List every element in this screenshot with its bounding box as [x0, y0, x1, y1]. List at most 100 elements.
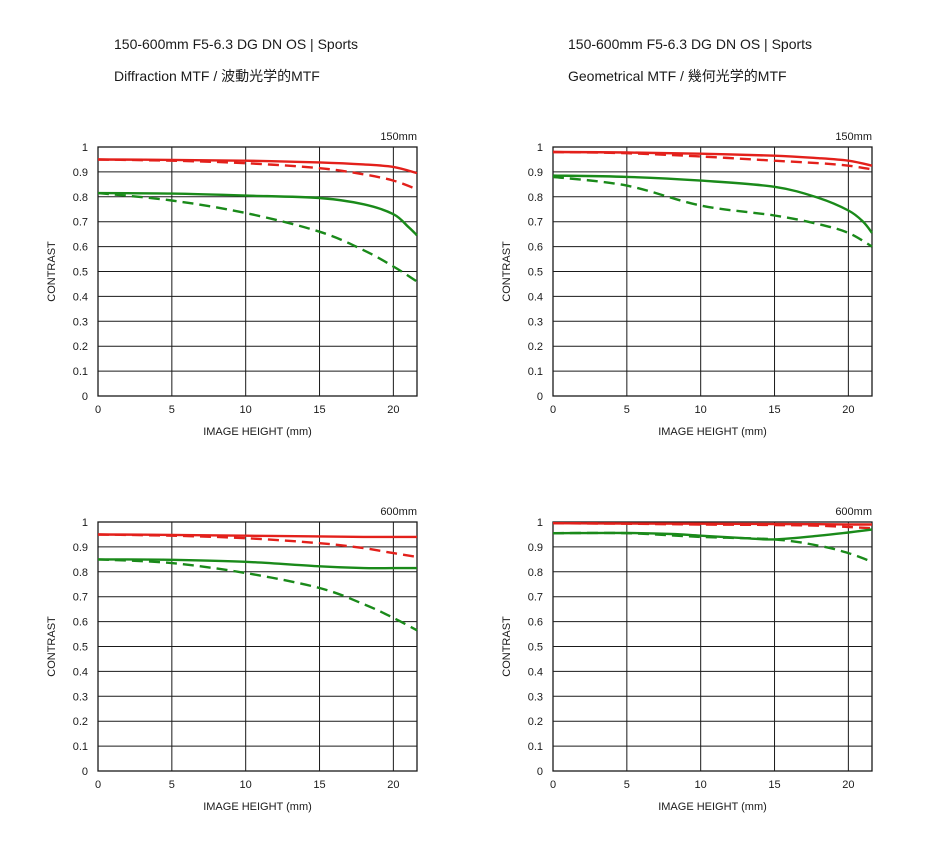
y-tick-label: 0.8: [73, 192, 88, 204]
y-tick-label: 0.5: [528, 267, 543, 279]
y-tick-label: 0.6: [73, 617, 88, 629]
y-tick-label: 0.4: [528, 291, 543, 303]
y-tick-label: 0.7: [73, 592, 88, 604]
series-line-green-solid: [97, 191, 418, 237]
y-tick-label: 0.2: [528, 341, 543, 353]
y-tick-label: 0.7: [528, 592, 543, 604]
x-tick-label: 20: [842, 404, 854, 416]
mtf-type-right: Geometrical MTF / 幾何光学的MTF: [568, 68, 787, 84]
y-tick-label: 0.8: [73, 567, 88, 579]
y-tick-label: 0.6: [528, 242, 543, 254]
x-tick-label: 0: [550, 404, 556, 416]
y-tick-label: 0: [537, 391, 543, 403]
y-tick-label: 0.9: [73, 167, 88, 179]
y-tick-label: 0.5: [528, 642, 543, 654]
y-tick-label: 0.4: [73, 291, 88, 303]
x-tick-label: 5: [169, 404, 175, 416]
y-tick-label: 0.3: [528, 316, 543, 328]
series-line-green-dashed: [552, 531, 873, 563]
focal-length-label: 600mm: [380, 506, 417, 518]
y-tick-label: 1: [82, 142, 88, 154]
focal-length-label: 150mm: [835, 131, 872, 143]
lens-title-left: 150-600mm F5-6.3 DG DN OS | Sports: [114, 36, 359, 52]
plot-frame: [552, 521, 873, 772]
x-tick-label: 0: [95, 404, 101, 416]
series-line-green-solid: [552, 174, 873, 234]
series-line-red-dashed: [97, 533, 418, 559]
x-tick-label: 0: [550, 779, 556, 791]
x-tick-label: 15: [768, 779, 780, 791]
y-tick-label: 0.1: [528, 741, 543, 753]
series-line-red-solid: [552, 150, 873, 167]
x-tick-label: 10: [240, 779, 252, 791]
header-right: 150-600mm F5-6.3 DG DN OS | Sports Geome…: [568, 35, 812, 85]
series-line-red-solid: [97, 158, 418, 175]
y-tick-label: 0.7: [73, 217, 88, 229]
series-line-green-dashed: [97, 191, 418, 283]
x-tick-label: 0: [95, 779, 101, 791]
series-line-red-dashed: [552, 150, 873, 171]
series-line-green-dashed: [97, 558, 418, 632]
x-tick-label: 20: [387, 404, 399, 416]
x-tick-label: 15: [313, 404, 325, 416]
x-tick-label: 5: [624, 779, 630, 791]
y-tick-label: 0.4: [73, 666, 88, 678]
y-tick-label: 1: [537, 142, 543, 154]
y-tick-label: 0.1: [73, 366, 88, 378]
y-tick-label: 1: [537, 517, 543, 529]
lens-title-right: 150-600mm F5-6.3 DG DN OS | Sports: [568, 36, 813, 52]
x-tick-label: 10: [695, 779, 707, 791]
x-tick-label: 20: [842, 779, 854, 791]
x-axis-label: IMAGE HEIGHT (mm): [658, 801, 767, 813]
y-tick-label: 0.2: [73, 341, 88, 353]
plot-frame: [97, 521, 418, 772]
x-axis-label: IMAGE HEIGHT (mm): [203, 426, 312, 438]
x-axis-label: IMAGE HEIGHT (mm): [658, 426, 767, 438]
y-tick-label: 0.2: [73, 716, 88, 728]
focal-length-label: 150mm: [380, 131, 417, 143]
series-line-red-dashed: [97, 158, 418, 191]
focal-length-label: 600mm: [835, 506, 872, 518]
series-line-green-dashed: [552, 175, 873, 248]
y-tick-label: 0.3: [528, 691, 543, 703]
x-tick-label: 5: [624, 404, 630, 416]
x-tick-label: 15: [768, 404, 780, 416]
y-tick-label: 0.7: [528, 217, 543, 229]
y-tick-label: 0: [537, 766, 543, 778]
y-tick-label: 0.1: [73, 741, 88, 753]
y-tick-label: 0: [82, 766, 88, 778]
y-tick-label: 0.6: [73, 242, 88, 254]
x-tick-label: 15: [313, 779, 325, 791]
x-axis-label: IMAGE HEIGHT (mm): [203, 801, 312, 813]
y-tick-label: 0.3: [73, 691, 88, 703]
y-tick-label: 0.5: [73, 267, 88, 279]
y-tick-label: 1: [82, 517, 88, 529]
y-axis-label: CONTRAST: [46, 241, 58, 302]
x-tick-label: 10: [695, 404, 707, 416]
x-tick-label: 20: [387, 779, 399, 791]
y-tick-label: 0.4: [528, 666, 543, 678]
x-tick-label: 5: [169, 779, 175, 791]
y-axis-label: CONTRAST: [501, 241, 513, 302]
y-tick-label: 0.9: [528, 167, 543, 179]
mtf-type-left: Diffraction MTF / 波動光学的MTF: [114, 68, 320, 84]
y-tick-label: 0.6: [528, 617, 543, 629]
y-tick-label: 0.1: [528, 366, 543, 378]
y-tick-label: 0.3: [73, 316, 88, 328]
y-axis-label: CONTRAST: [46, 616, 58, 677]
y-tick-label: 0.8: [528, 192, 543, 204]
series-line-red-dashed: [552, 522, 873, 530]
y-tick-label: 0.9: [528, 542, 543, 554]
y-tick-label: 0: [82, 391, 88, 403]
x-tick-label: 10: [240, 404, 252, 416]
series-line-green-solid: [97, 558, 417, 570]
y-tick-label: 0.9: [73, 542, 88, 554]
plot-frame: [97, 146, 418, 397]
y-tick-label: 0.2: [528, 716, 543, 728]
y-axis-label: CONTRAST: [501, 616, 513, 677]
header-left: 150-600mm F5-6.3 DG DN OS | Sports Diffr…: [114, 35, 358, 85]
y-tick-label: 0.5: [73, 642, 88, 654]
series-line-red-solid: [97, 533, 417, 539]
y-tick-label: 0.8: [528, 567, 543, 579]
